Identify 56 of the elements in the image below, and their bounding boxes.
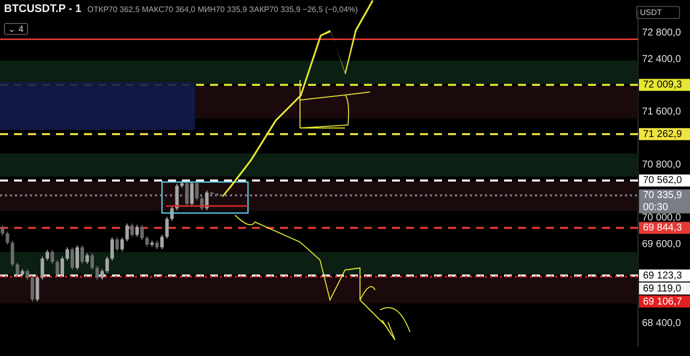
- candlestick: [195, 180, 199, 201]
- y-tick-label: 72 800,0: [642, 27, 682, 38]
- candlestick: [95, 265, 99, 280]
- ref-line-label: 71 262,9: [643, 128, 682, 140]
- y-tick-label: 71 600,0: [642, 106, 682, 118]
- candlestick: [46, 249, 50, 262]
- ref-line-label: 70 562,0: [643, 175, 682, 186]
- candlestick: [110, 236, 114, 262]
- candlestick: [16, 262, 20, 277]
- ref-line-label: 69 106,7: [643, 296, 682, 308]
- candlestick: [60, 256, 64, 277]
- candlestick: [140, 224, 144, 241]
- candlestick: [105, 256, 109, 274]
- y-tick-label: 70 000,0: [642, 212, 682, 224]
- y-axis-title: USDT: [636, 6, 680, 19]
- y-tick-label: 72 400,0: [642, 54, 682, 65]
- candlestick: [76, 244, 80, 270]
- candlestick: [50, 249, 54, 264]
- chart-subtitle: ОТКР70 362,5 МАКС70 364,0 МИН70 335,9 ЗАКР70 335,9 −26,5 (−0,04%): [87, 5, 358, 14]
- ref-line-label: 72 009,3: [643, 80, 682, 91]
- candlestick: [125, 223, 129, 242]
- y-tick-label: 70 800,0: [642, 160, 682, 171]
- ref-line-label: 69 119,0: [643, 283, 682, 294]
- candlestick: [40, 256, 44, 280]
- candlestick: [66, 246, 70, 262]
- candlestick: [145, 236, 149, 248]
- candlestick: [70, 246, 74, 270]
- candlestick: [120, 236, 124, 252]
- candlestick: [10, 240, 14, 267]
- candlestick: [130, 223, 134, 238]
- candlestick: [160, 234, 164, 250]
- candlestick: [100, 268, 104, 280]
- candlestick: [170, 206, 174, 222]
- ref-line-label: 69 844,3: [643, 222, 682, 234]
- candlestick: [30, 275, 34, 302]
- candlestick: [135, 224, 139, 238]
- ref-line-label: 70 335,9 00:30: [643, 190, 682, 214]
- candlestick: [185, 180, 189, 206]
- candlestick: [36, 275, 40, 302]
- candlestick: [0, 225, 4, 236]
- ref-line-label: 69 123,3: [643, 270, 682, 282]
- candlestick: [175, 183, 179, 211]
- annotation: ⌄ 4: [4, 23, 28, 35]
- chart-title: BTCUSDT.P - 1: [4, 3, 82, 15]
- candlestick: [6, 230, 10, 246]
- candlestick: [85, 252, 89, 264]
- candlestick: [115, 236, 119, 252]
- candlestick: [90, 252, 94, 270]
- candlestick: [205, 190, 209, 211]
- candlestick: [56, 259, 60, 277]
- candlestick: [80, 244, 84, 264]
- candlestick: [165, 216, 169, 240]
- y-tick-label: 68 400,0: [642, 318, 682, 330]
- candlestick: [26, 268, 30, 280]
- candlestick: [190, 180, 194, 206]
- y-tick-label: 69 600,0: [642, 238, 682, 250]
